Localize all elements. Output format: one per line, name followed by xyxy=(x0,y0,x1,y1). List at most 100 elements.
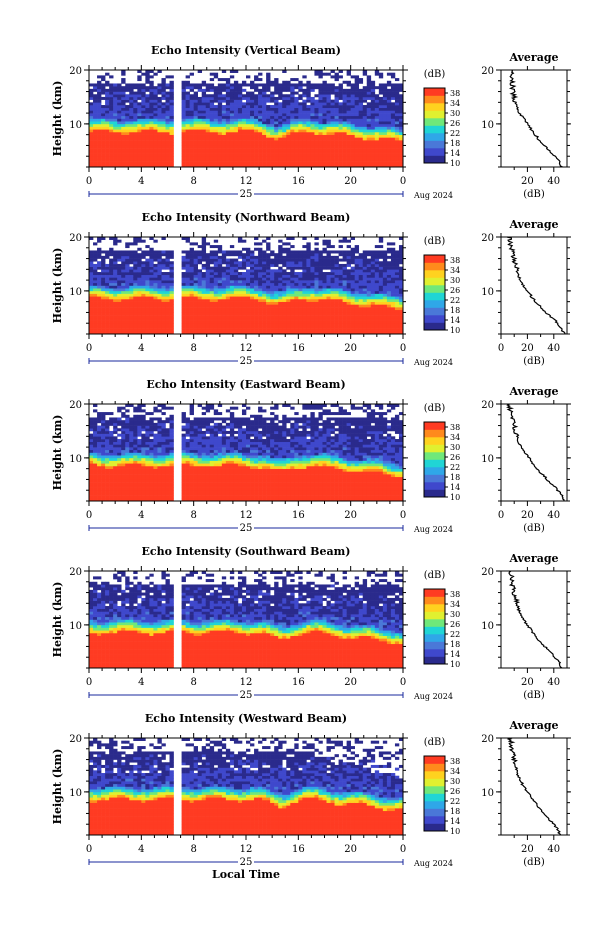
echo-cell xyxy=(157,331,162,335)
echo-cell xyxy=(149,94,154,98)
echo-cell xyxy=(121,258,126,262)
echo-cell xyxy=(274,123,279,127)
echo-cell xyxy=(241,272,247,276)
echo-cell xyxy=(189,107,194,111)
echo-cell xyxy=(366,123,372,127)
echo-cell xyxy=(153,99,158,103)
echo-cell xyxy=(241,328,247,332)
echo-cell xyxy=(358,325,364,329)
echo-cell xyxy=(229,328,235,332)
echo-cell xyxy=(258,266,263,270)
echo-cell xyxy=(386,137,392,141)
echo-cell xyxy=(270,312,275,316)
echo-cell xyxy=(386,145,392,149)
echo-cell xyxy=(378,158,384,162)
echo-cell xyxy=(225,325,231,329)
echo-cell xyxy=(370,255,376,259)
echo-cell xyxy=(233,266,239,270)
echo-cell xyxy=(221,301,227,305)
echo-cell xyxy=(125,274,130,278)
echo-cell xyxy=(221,164,227,168)
echo-cell xyxy=(217,153,223,157)
echo-cell xyxy=(169,320,174,324)
echo-cell xyxy=(157,304,162,308)
echo-cell xyxy=(237,309,243,313)
echo-cell xyxy=(145,113,150,117)
echo-cell xyxy=(342,158,347,162)
echo-cell xyxy=(314,263,319,267)
echo-cell xyxy=(366,156,372,160)
echo-cell xyxy=(254,99,259,103)
echo-cell xyxy=(258,277,263,281)
echo-cell xyxy=(113,282,118,286)
echo-cell xyxy=(358,301,364,305)
echo-cell xyxy=(157,280,162,284)
echo-cell xyxy=(310,140,315,144)
echo-cell xyxy=(125,131,130,135)
echo-cell xyxy=(290,317,295,321)
echo-cell xyxy=(382,266,388,270)
echo-cell xyxy=(121,88,126,92)
echo-cell xyxy=(189,293,194,297)
echo-cell xyxy=(193,140,198,144)
echo-cell xyxy=(286,250,291,254)
echo-cell xyxy=(221,121,227,125)
echo-cell xyxy=(334,290,339,294)
echo-cell xyxy=(201,266,207,270)
echo-cell xyxy=(205,158,211,162)
echo-cell xyxy=(133,153,138,157)
echo-cell xyxy=(229,245,235,249)
echo-cell xyxy=(370,282,376,286)
echo-cell xyxy=(374,110,380,114)
echo-cell xyxy=(161,263,166,267)
echo-cell xyxy=(137,78,142,82)
echo-cell xyxy=(237,250,243,254)
echo-cell xyxy=(286,325,291,329)
echo-cell xyxy=(322,96,327,100)
echo-cell xyxy=(270,298,275,302)
echo-cell xyxy=(358,317,364,321)
echo-cell xyxy=(93,304,98,308)
echo-cell xyxy=(225,86,231,90)
echo-cell xyxy=(302,158,307,162)
echo-cell xyxy=(374,105,380,109)
echo-cell xyxy=(270,105,275,109)
echo-cell xyxy=(229,253,235,257)
echo-cell xyxy=(314,280,319,284)
echo-cell xyxy=(101,118,106,122)
echo-cell xyxy=(169,148,174,152)
echo-cell xyxy=(117,99,122,103)
echo-cell xyxy=(386,123,392,127)
echo-cell xyxy=(382,253,388,257)
echo-cell xyxy=(169,325,174,329)
echo-cell xyxy=(298,331,303,335)
echo-cell xyxy=(241,153,247,157)
echo-cell xyxy=(262,158,267,162)
echo-cell xyxy=(125,88,130,92)
echo-cell xyxy=(113,288,118,292)
echo-cell xyxy=(109,253,114,257)
echo-cell xyxy=(338,309,343,313)
echo-cell xyxy=(213,156,219,160)
echo-cell xyxy=(274,323,279,327)
echo-cell xyxy=(205,312,211,316)
echo-cell xyxy=(294,142,299,146)
echo-cell xyxy=(346,105,351,109)
echo-cell xyxy=(362,126,368,130)
echo-cell xyxy=(378,255,384,259)
echo-cell xyxy=(298,293,303,297)
echo-cell xyxy=(137,261,142,265)
echo-cell xyxy=(374,153,380,157)
echo-cell xyxy=(97,91,102,95)
echo-cell xyxy=(89,137,94,141)
echo-cell xyxy=(382,261,388,265)
echo-cell xyxy=(358,115,364,119)
echo-cell xyxy=(109,134,114,138)
echo-cell xyxy=(221,110,227,114)
echo-cell xyxy=(209,131,215,135)
echo-cell xyxy=(254,237,259,240)
echo-cell xyxy=(310,307,315,311)
echo-cell xyxy=(334,137,339,141)
echo-cell xyxy=(213,107,219,111)
echo-cell xyxy=(262,164,267,168)
